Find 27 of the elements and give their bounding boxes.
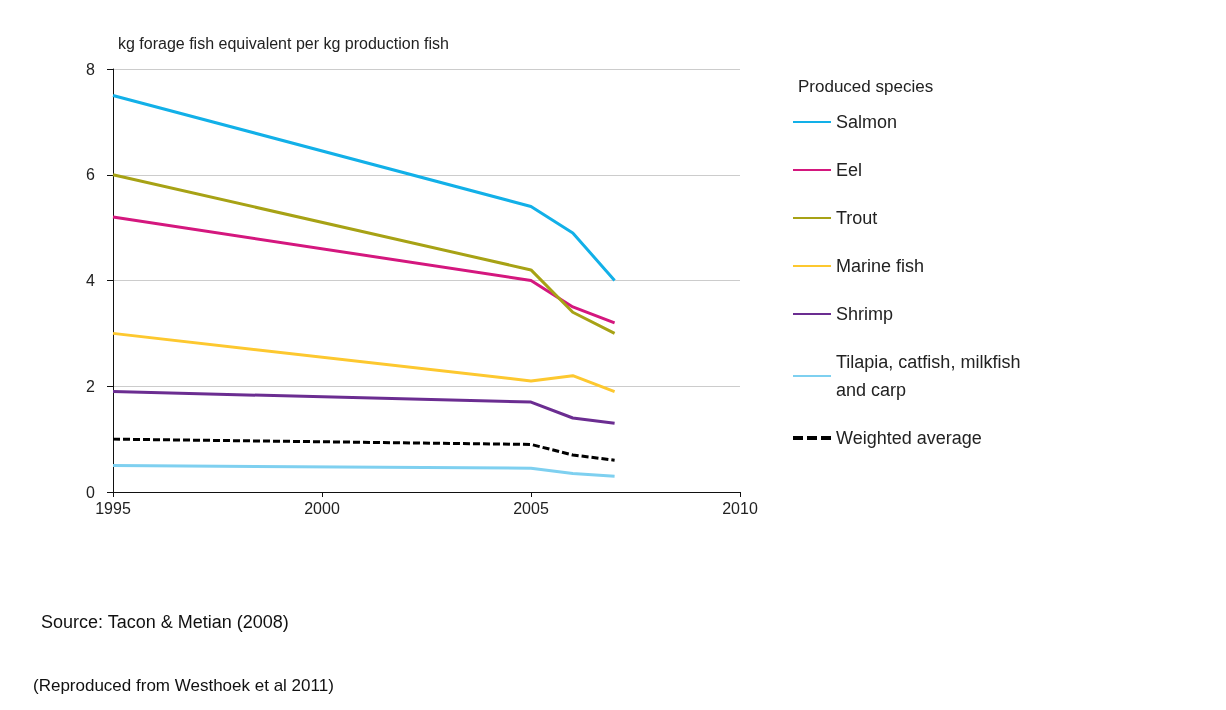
- y-tick-label: 6: [86, 166, 96, 184]
- line-series: [111, 464, 617, 478]
- x-tick-label: 2010: [722, 499, 758, 517]
- y-tick-label: 2: [86, 377, 96, 395]
- line-series: [111, 390, 617, 425]
- legend-label: Weighted average: [836, 428, 982, 448]
- legend-label: Tilapia, catfish, milkfish and carp: [836, 352, 1026, 400]
- y-tick-label: 4: [86, 272, 96, 289]
- y-tick-label: 0: [86, 483, 96, 501]
- line-series: [111, 93, 617, 282]
- legend-title: Produced species: [798, 77, 934, 96]
- legend-label: Salmon: [836, 112, 898, 132]
- y-tick-label: 8: [86, 60, 96, 78]
- line-series: [111, 437, 617, 462]
- line-series: [111, 173, 617, 335]
- line-series: [111, 331, 617, 394]
- legend-label: Trout: [836, 208, 878, 228]
- y-axis-title: kg forage fish equivalent per kg production fish: [118, 34, 449, 52]
- legend-label: Eel: [836, 160, 863, 180]
- legend-label: Marine fish: [836, 256, 925, 276]
- x-tick-label: 2000: [304, 499, 340, 517]
- line-series: [111, 215, 617, 325]
- x-tick-label: 1995: [95, 499, 131, 517]
- source-note: Source: Tacon & Metian (2008): [41, 612, 289, 632]
- text: (Reproduced from Westhoek et al 2011): [33, 676, 334, 695]
- x-tick-label: 2005: [513, 499, 549, 517]
- legend-label: Shrimp: [836, 304, 894, 324]
